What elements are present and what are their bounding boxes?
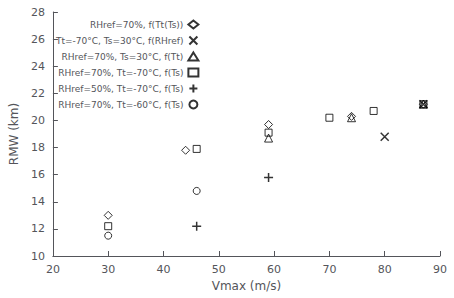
svg-text:60: 60: [267, 263, 281, 276]
svg-text:Tt=-70°C, Ts=30°C, f(RHref): Tt=-70°C, Ts=30°C, f(RHref): [55, 36, 183, 46]
svg-text:12: 12: [31, 222, 45, 235]
svg-text:RHref=70%, Tt=-70°C, f(Ts): RHref=70%, Tt=-70°C, f(Ts): [58, 68, 183, 78]
svg-text:40: 40: [156, 263, 170, 276]
svg-text:24: 24: [31, 60, 45, 73]
svg-text:18: 18: [31, 141, 45, 154]
svg-text:80: 80: [378, 263, 392, 276]
svg-text:70: 70: [322, 263, 336, 276]
svg-text:14: 14: [31, 195, 45, 208]
svg-text:16: 16: [31, 168, 45, 181]
svg-text:Vmax (m/s): Vmax (m/s): [212, 279, 282, 293]
svg-text:22: 22: [31, 87, 45, 100]
svg-text:RHref=70%, Tt=-60°C, f(Ts): RHref=70%, Tt=-60°C, f(Ts): [58, 100, 183, 110]
svg-text:RHref=70%, Ts=30°C, f(Tt): RHref=70%, Ts=30°C, f(Tt): [61, 52, 183, 62]
svg-text:28: 28: [31, 6, 45, 19]
svg-text:10: 10: [31, 250, 45, 263]
svg-text:90: 90: [433, 263, 447, 276]
svg-text:RMW (km): RMW (km): [7, 103, 21, 165]
svg-text:50: 50: [212, 263, 226, 276]
svg-text:20: 20: [31, 114, 45, 127]
svg-text:26: 26: [31, 33, 45, 46]
svg-text:20: 20: [46, 263, 60, 276]
svg-text:RHref=70%, f(Tt(Ts)): RHref=70%, f(Tt(Ts)): [90, 20, 183, 30]
svg-text:30: 30: [101, 263, 115, 276]
svg-text:RHref=50%, Tt=-70°C, f(Ts): RHref=50%, Tt=-70°C, f(Ts): [58, 84, 183, 94]
